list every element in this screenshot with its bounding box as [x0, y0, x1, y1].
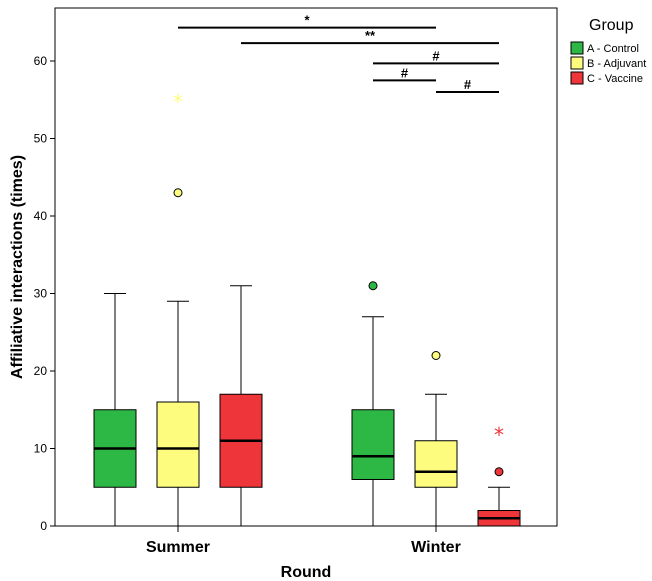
y-tick-label: 50 [34, 132, 48, 146]
x-axis-title: Round [281, 564, 332, 581]
significance-bracket: # [373, 65, 436, 82]
extreme-point: * [494, 423, 504, 447]
box-winter-1 [414, 351, 458, 527]
legend-swatch [570, 41, 584, 55]
legend: Group A - Control B - Adjuvant C - Vaccine [570, 17, 646, 85]
y-tick-label: 0 [40, 519, 47, 533]
significance-bracket: * [178, 13, 436, 29]
significance-label: # [464, 77, 472, 92]
legend-swatch [570, 71, 584, 85]
box-summer-1: * [156, 90, 200, 527]
legend-label: B - Adjuvant [587, 58, 646, 70]
significance-bracket: # [373, 48, 499, 65]
x-category-label: Summer [146, 539, 210, 556]
outlier-point [431, 351, 441, 360]
significance-label: * [304, 13, 310, 28]
extreme-point: * [173, 90, 183, 114]
box-summer-0 [93, 293, 137, 527]
outlier-point [494, 467, 504, 477]
outlier-point [368, 281, 378, 291]
y-tick-label: 40 [34, 209, 48, 223]
y-tick-label: 20 [34, 364, 48, 378]
significance-bracket: ** [241, 28, 499, 45]
significance-label: # [401, 65, 409, 80]
box-summer-2 [219, 285, 263, 527]
box-iqr [414, 440, 458, 488]
y-tick-label: 60 [34, 54, 48, 68]
y-axis-title: Affiliative interactions (times) [9, 155, 26, 379]
legend-title: Group [589, 17, 634, 34]
box-iqr [351, 409, 395, 480]
legend-swatch [570, 56, 584, 70]
significance-label: # [432, 48, 440, 63]
x-axis: Summer Winter [146, 526, 461, 556]
legend-label: A - Control [587, 43, 639, 55]
outlier-point [173, 188, 183, 198]
boxes-layer: ** [93, 90, 521, 527]
y-axis: 0 10 20 30 40 50 60 [34, 54, 55, 533]
box-iqr [156, 401, 200, 488]
box-winter-0 [351, 281, 395, 527]
x-category-label: Winter [411, 539, 461, 556]
significance-layer: ***### [178, 13, 499, 93]
significance-label: ** [365, 28, 376, 43]
significance-bracket: # [436, 77, 499, 93]
plot-frame [54, 7, 558, 527]
y-tick-label: 10 [34, 442, 48, 456]
legend-label: C - Vaccine [587, 73, 643, 85]
box-winter-2: * [477, 423, 521, 527]
y-tick-label: 30 [34, 287, 48, 301]
